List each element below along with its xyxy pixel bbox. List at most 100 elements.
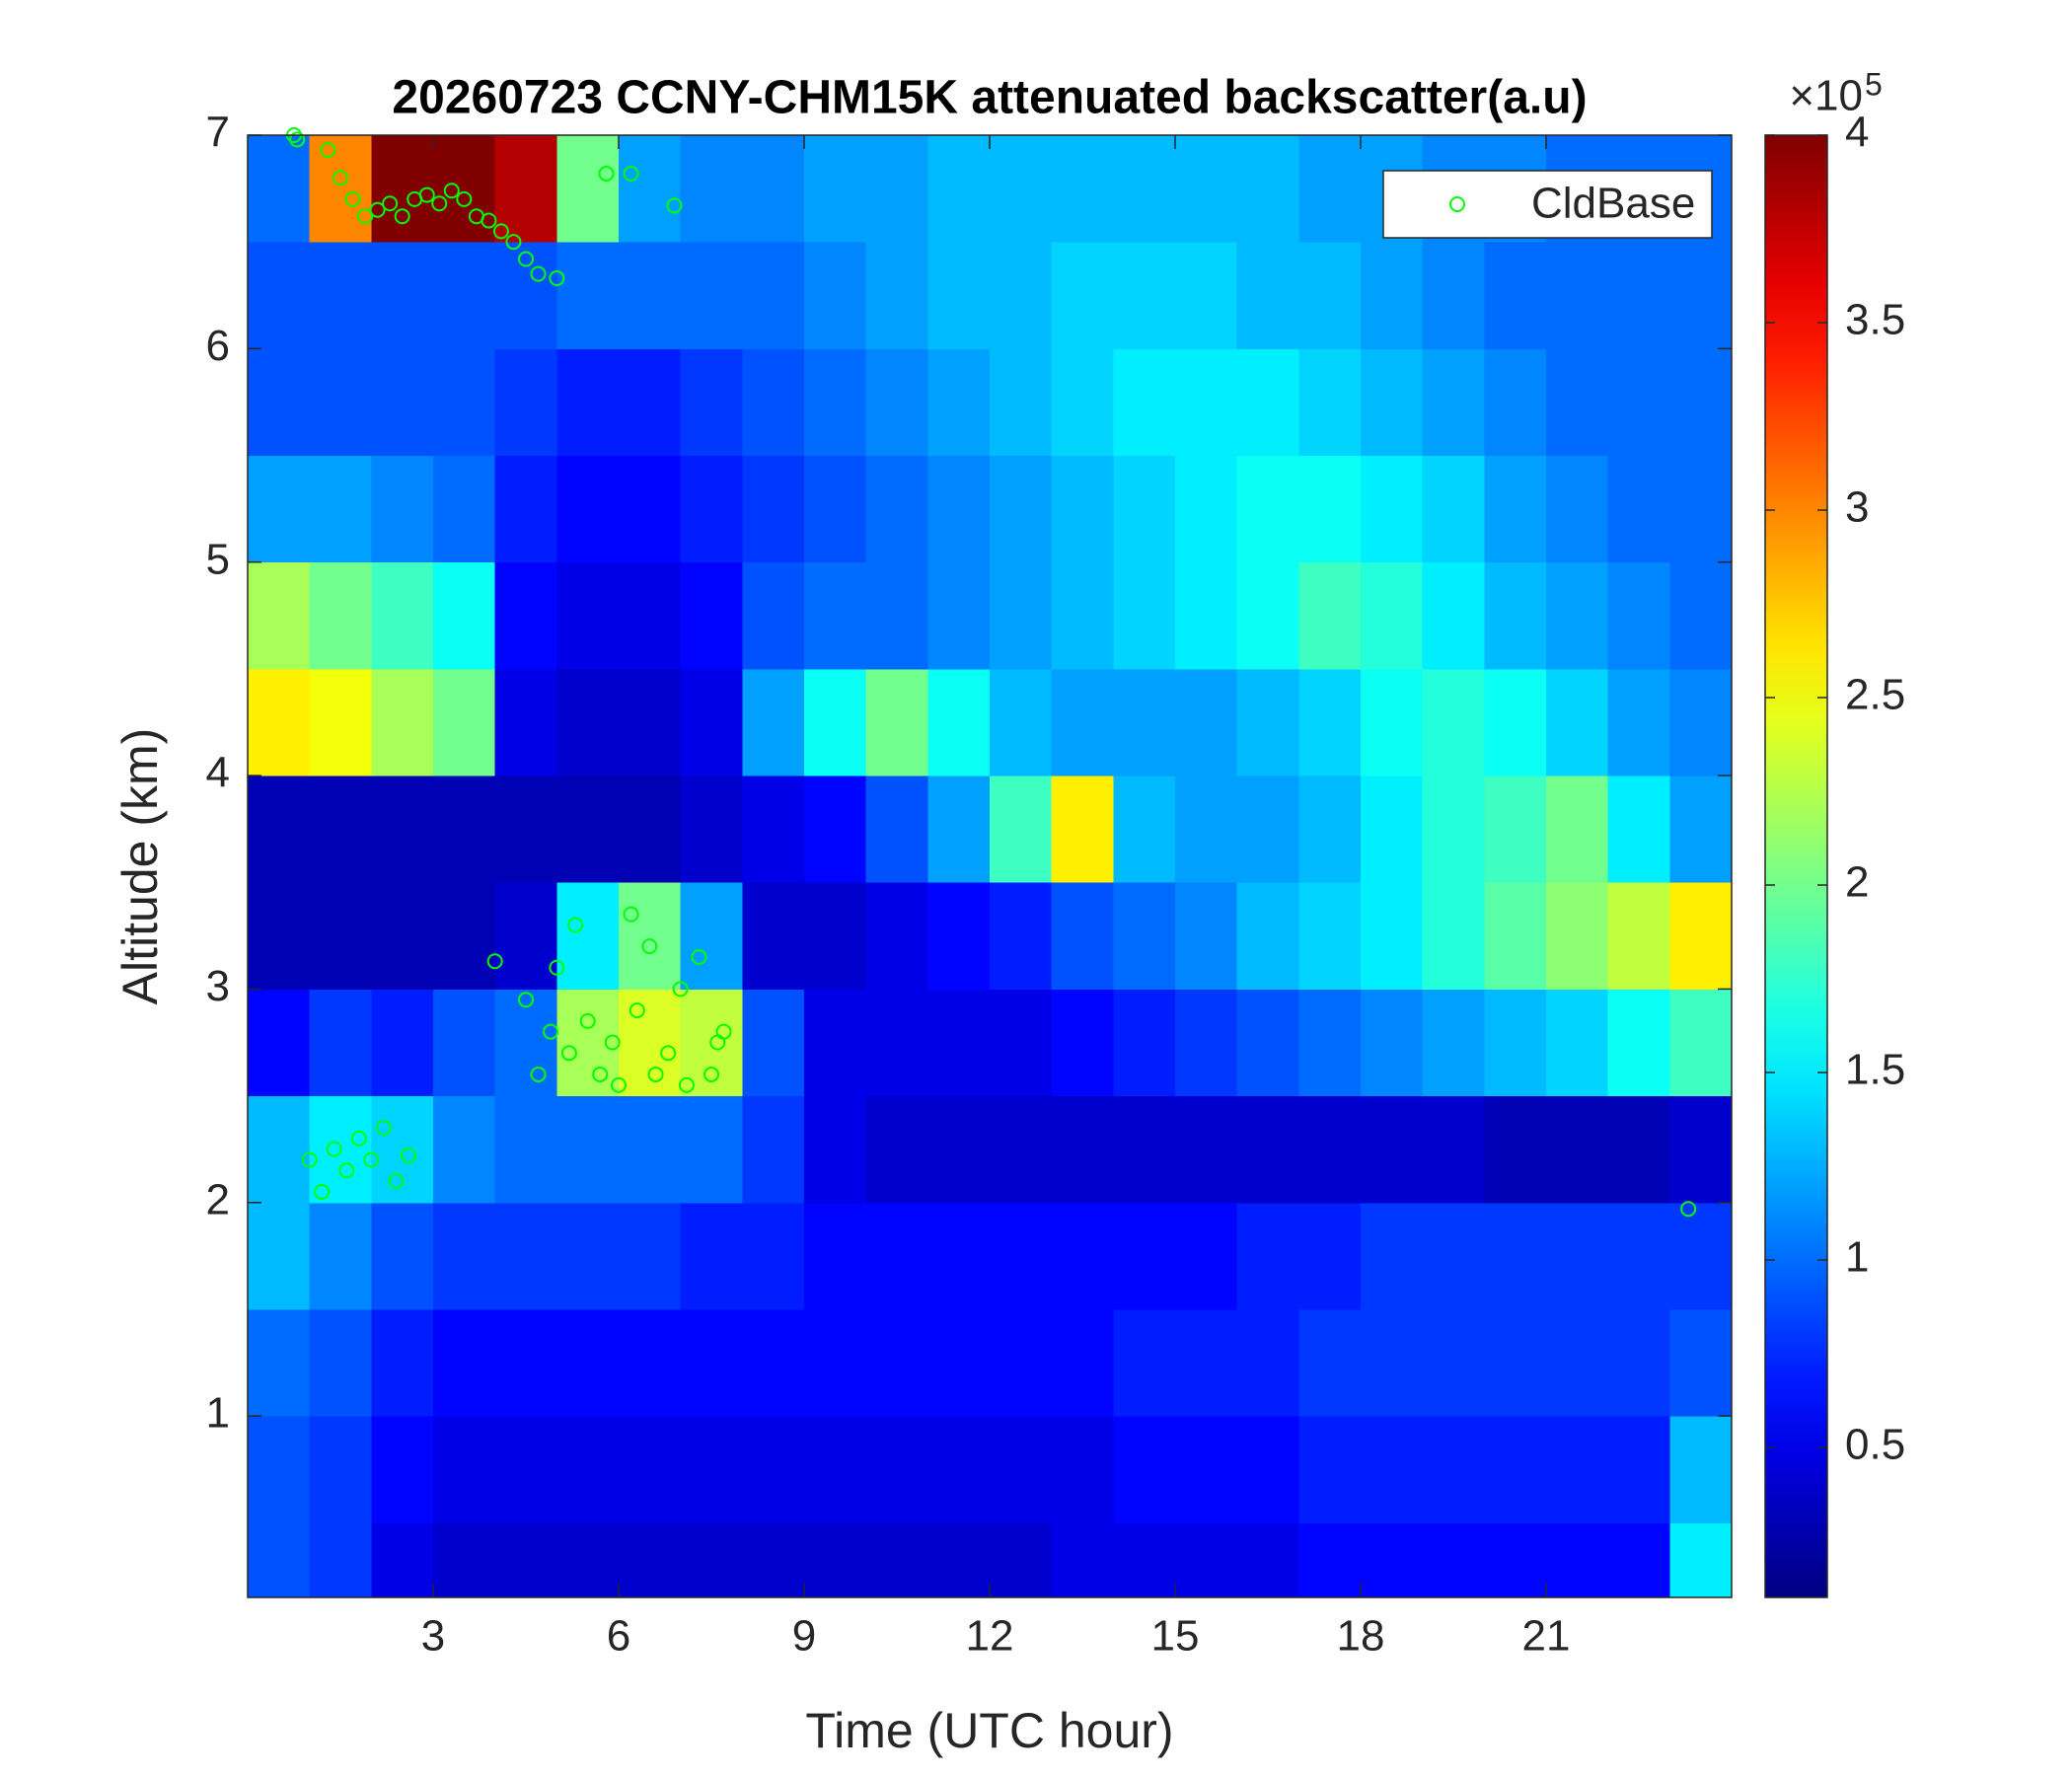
cloud-base-point (481, 212, 497, 229)
heatmap-cell (1607, 1416, 1670, 1523)
heatmap-cell (1361, 1522, 1424, 1598)
cloud-base-point (530, 1066, 547, 1082)
heatmap-cell (433, 1416, 496, 1523)
heatmap-cell (494, 989, 557, 1097)
heatmap-cell (1051, 668, 1114, 777)
heatmap-cell (1546, 776, 1609, 883)
x-tick-label: 3 (421, 1612, 445, 1661)
heatmap-cell (1113, 989, 1176, 1097)
heatmap-cell (1607, 1522, 1670, 1598)
heatmap-cell (433, 242, 496, 349)
heatmap-cell (680, 1522, 743, 1598)
heatmap-cell (248, 1522, 311, 1598)
heatmap-cell (248, 882, 311, 990)
heatmap-cell (1484, 776, 1547, 883)
heatmap-cell (680, 455, 743, 563)
heatmap-cell (804, 348, 867, 457)
heatmap-cell (1175, 989, 1238, 1097)
cloud-base-point (611, 1076, 627, 1093)
heatmap-cell (927, 989, 991, 1097)
cloud-base-point (629, 1002, 645, 1019)
heatmap-cell (1607, 882, 1670, 990)
cloud-base-point (456, 190, 473, 207)
heatmap-cell (927, 348, 991, 457)
x-tick-label: 15 (1151, 1612, 1200, 1661)
heatmap-cell (309, 776, 372, 883)
heatmap-cell (1669, 1308, 1733, 1417)
heatmap-cell (865, 242, 928, 349)
heatmap-cell (680, 135, 743, 243)
heatmap-cell (248, 135, 311, 243)
heatmap-cell (1113, 882, 1176, 990)
heatmap-cell (1422, 776, 1485, 883)
heatmap-cell (1546, 1416, 1609, 1523)
cloud-base-point (641, 938, 658, 955)
heatmap-cell (1361, 348, 1424, 457)
heatmap-cell (1422, 668, 1485, 777)
heatmap-cell (742, 561, 805, 670)
heatmap-cell (494, 1095, 557, 1204)
heatmap-cell (865, 1095, 928, 1204)
cloud-base-point (394, 208, 410, 225)
heatmap-cell (433, 668, 496, 777)
cloud-base-point (579, 1012, 596, 1029)
heatmap-cell (1361, 1202, 1424, 1310)
heatmap-cell (1607, 242, 1670, 349)
y-tick-label: 3 (206, 962, 230, 1010)
heatmap-cell (865, 135, 928, 243)
heatmap-cell (556, 668, 620, 777)
cloud-base-point (301, 1151, 318, 1168)
heatmap-cell (1175, 135, 1238, 243)
heatmap-cell (494, 348, 557, 457)
heatmap-cell (990, 1095, 1053, 1204)
heatmap-cell (494, 455, 557, 563)
heatmap-cell (1484, 1308, 1547, 1417)
cloud-base-point (1680, 1201, 1697, 1218)
heatmap-cell (1051, 1308, 1114, 1417)
cloud-base-point (567, 917, 584, 933)
heatmap-cell (556, 1308, 620, 1417)
heatmap-cell (619, 242, 682, 349)
heatmap-cell (309, 1308, 372, 1417)
colorbar-tick-label: 2.5 (1845, 671, 1905, 719)
heatmap-cell (865, 882, 928, 990)
heatmap-cell (1175, 776, 1238, 883)
heatmap-cell (865, 561, 928, 670)
heatmap-cell (1484, 1202, 1547, 1310)
heatmap-cell (1051, 989, 1114, 1097)
heatmap-cell (619, 348, 682, 457)
heatmap-cell (1607, 668, 1670, 777)
heatmap-cell (927, 1522, 991, 1598)
heatmap-cell (556, 348, 620, 457)
heatmap-cell (494, 1308, 557, 1417)
heatmap-cell (742, 242, 805, 349)
heatmap-cell (433, 1308, 496, 1417)
colorbar-exponent-base: ×10 (1789, 72, 1863, 120)
heatmap-cell (804, 1308, 867, 1417)
heatmap-cell (1361, 455, 1424, 563)
heatmap-cell (1175, 242, 1238, 349)
heatmap-cell (1113, 455, 1176, 563)
heatmap-cell (865, 1202, 928, 1310)
heatmap-cell (990, 989, 1053, 1097)
heatmap-cell (1422, 1416, 1485, 1523)
cloud-base-point (350, 1130, 367, 1147)
heatmap-cell (309, 135, 372, 243)
heatmap-cell (1669, 348, 1733, 457)
heatmap-cell (1113, 242, 1176, 349)
heatmap-cell (1113, 348, 1176, 457)
cloud-base-point (338, 1162, 355, 1179)
heatmap-cell (804, 668, 867, 777)
cloud-base-point (672, 981, 689, 998)
heatmap-cell (804, 882, 867, 990)
heatmap-cell (804, 1522, 867, 1598)
x-tick-label: 18 (1337, 1612, 1385, 1661)
heatmap-cell (248, 561, 311, 670)
heatmap-cell (248, 989, 311, 1097)
heatmap-cell (619, 135, 682, 243)
cloud-base-point (289, 131, 306, 148)
heatmap-cell (1113, 1202, 1176, 1310)
heatmap-cell (927, 668, 991, 777)
heatmap-cell (494, 1202, 557, 1310)
heatmap-cell (1298, 1202, 1362, 1310)
